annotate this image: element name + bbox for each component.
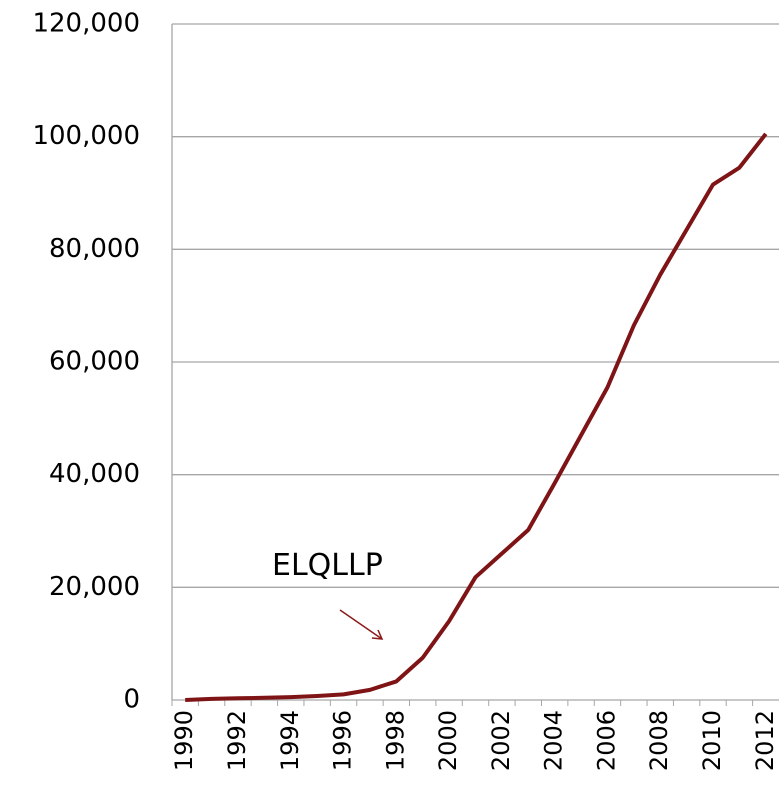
x-tick-label: 2008 (645, 710, 673, 771)
data-line (185, 132, 768, 702)
x-tick-label: 1990 (170, 710, 198, 771)
annotation-arrow (339, 609, 383, 640)
annotation: ELQLLP (272, 548, 383, 583)
y-tick-label: 80,000 (49, 234, 140, 264)
x-tick-label: 2012 (751, 710, 779, 771)
y-tick-label: 120,000 (32, 9, 140, 39)
y-tick-label: 40,000 (49, 459, 140, 489)
y-tick-label: 20,000 (49, 572, 140, 602)
x-tick-label: 2000 (434, 710, 462, 771)
x-tick-label: 1996 (329, 710, 357, 771)
x-tick-label: 2004 (540, 710, 568, 771)
x-tick-label: 1994 (276, 710, 304, 771)
x-tick-label: 1992 (223, 710, 251, 771)
x-tick-label: 1998 (381, 710, 409, 771)
x-tick-label: 2010 (698, 710, 726, 771)
y-tick-label: 0 (123, 685, 140, 715)
y-tick-label: 60,000 (49, 347, 140, 377)
annotation-arrowhead (371, 629, 384, 640)
x-tick-label: 2002 (487, 710, 515, 771)
x-tick-label: 2006 (592, 710, 620, 771)
y-tick-label: 100,000 (32, 121, 140, 151)
